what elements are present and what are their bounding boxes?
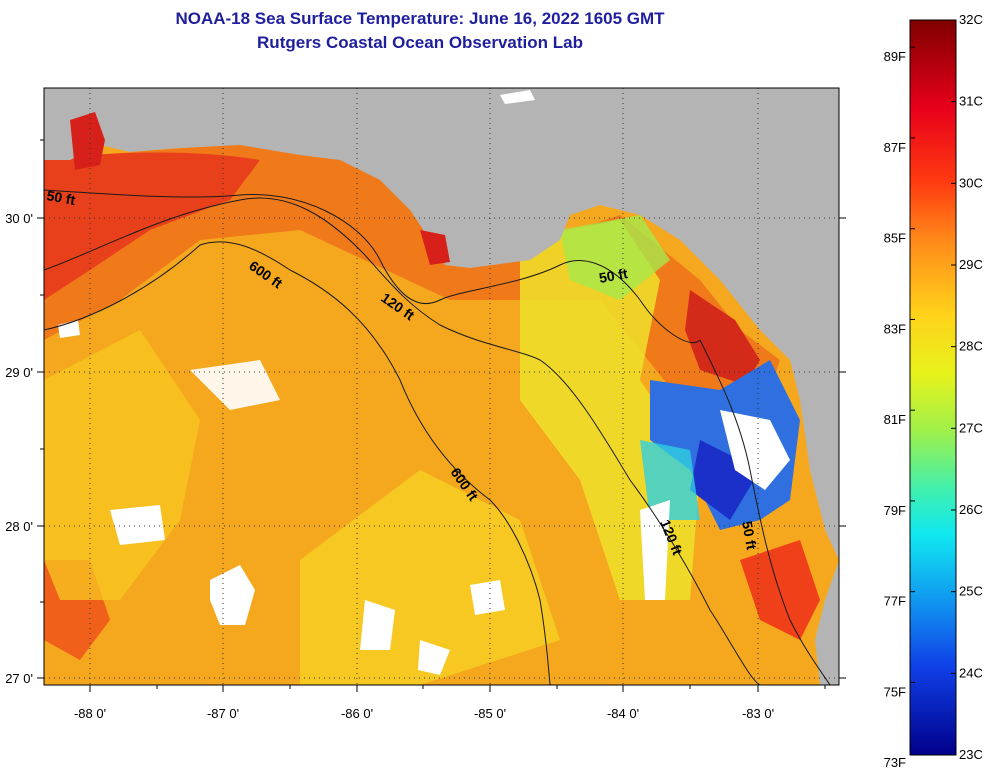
tick-marks [37,139,846,692]
colorbar-celsius-label: 30C [959,175,983,190]
cyan-zone [640,440,700,520]
colorbar-celsius-label: 31C [959,94,983,109]
colorbar-ticks [910,19,956,756]
land-florida-south [815,560,839,685]
latitude-label: 27 0' [5,671,33,686]
map-area [44,88,839,685]
colorbar-fahrenheit-label: 81F [884,412,906,427]
map-subtitle: Rutgers Coastal Ocean Observation Lab [257,33,583,52]
bay-mobile [70,112,105,170]
colorbar-celsius-label: 25C [959,584,983,599]
colorbar-celsius-label: 32C [959,12,983,27]
contour-label: 50 ft [739,520,760,551]
map-title: NOAA-18 Sea Surface Temperature: June 16… [175,9,665,28]
colorbar-fahrenheit-labels: 89F 87F 85F 83F 81F 79F 77F 75F 73F [884,49,906,770]
map-frame [43,87,840,686]
bay-apalachicola [420,230,450,265]
colorbar-celsius-label: 23C [959,747,983,762]
longitude-label: -84 0' [607,706,639,721]
colorbar-celsius-label: 27C [959,420,983,435]
longitude-label: -86 0' [341,706,373,721]
land-mass [44,88,839,560]
hot-zone-west [44,152,260,300]
cool-green-zone [560,215,670,300]
colorbar-celsius-labels: 32C 31C 30C 29C 28C 27C 26C 25C 24C 23C [959,12,983,762]
colorbar-celsius-label: 24C [959,665,983,680]
latitude-label: 28 0' [5,519,33,534]
colorbar-celsius-label: 29C [959,257,983,272]
colorbar-fahrenheit-label: 85F [884,231,906,246]
colorbar-fahrenheit-label: 89F [884,49,906,64]
contour-label: 50 ft [598,265,629,286]
colorbar-fahrenheit-label: 73F [884,755,906,770]
contour-label: 50 ft [45,187,76,208]
latitude-label: 30 0' [5,211,33,226]
colorbar-fahrenheit-label: 83F [884,321,906,336]
cloud-patches [58,90,790,675]
colorbar-fahrenheit-label: 79F [884,503,906,518]
longitude-label: -83 0' [742,706,774,721]
longitude-label: -88 0' [74,706,106,721]
latitude-label: 29 0' [5,365,33,380]
colorbar-fahrenheit-label: 87F [884,140,906,155]
cold-zone-east [690,440,760,520]
longitude-label: -87 0' [207,706,239,721]
warm-zone-se [740,540,820,640]
hot-zone-east [685,290,760,385]
warm-zone [44,143,780,420]
colorbar [909,19,957,756]
colorbar-fahrenheit-label: 75F [884,684,906,699]
depth-contours [44,189,831,685]
colorbar-celsius-label: 26C [959,502,983,517]
longitude-label: -85 0' [474,706,506,721]
colorbar-celsius-label: 28C [959,339,983,354]
colorbar-fahrenheit-label: 77F [884,594,906,609]
